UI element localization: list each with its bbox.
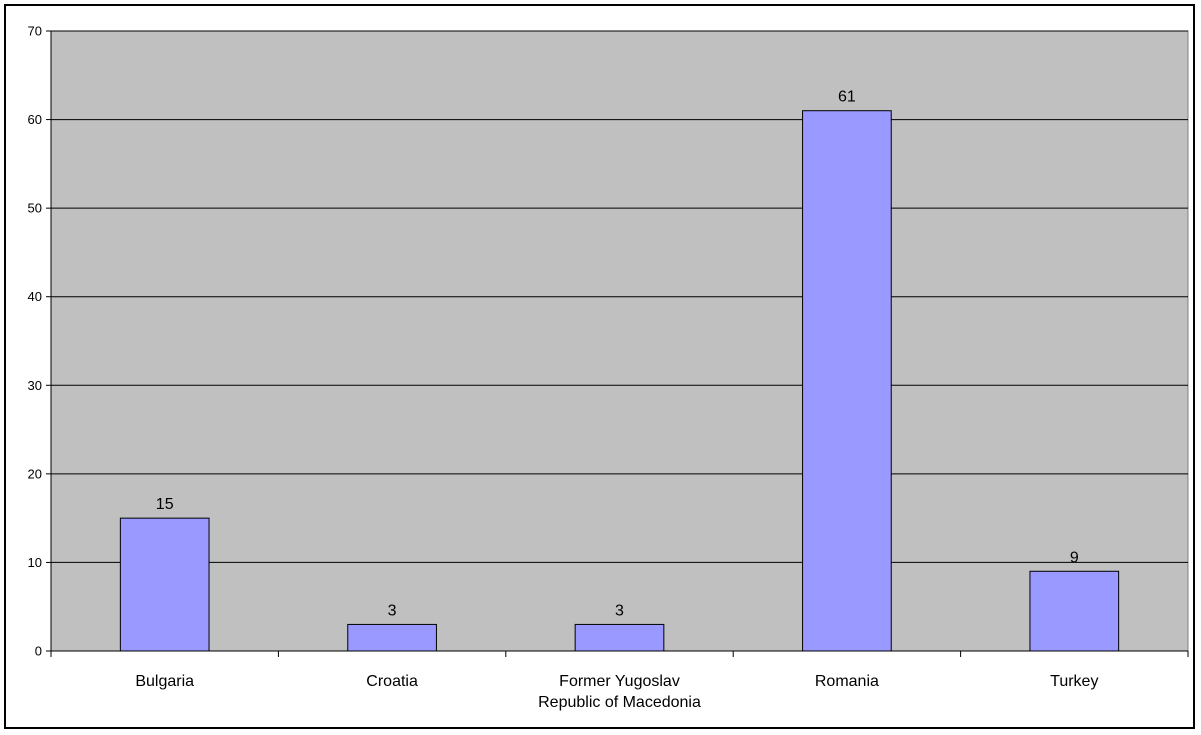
gridlines — [51, 30, 1188, 563]
plot-area — [50, 30, 1189, 652]
y-axis: 0 10 20 30 40 50 60 70 — [28, 24, 52, 659]
data-label: 3 — [615, 602, 624, 619]
bar — [574, 623, 665, 652]
x-tick-label: Republic of Macedonia — [538, 694, 701, 711]
x-tick-label: Croatia — [366, 673, 418, 690]
y-tick-label: 20 — [28, 466, 42, 481]
y-tick-label: 10 — [28, 555, 42, 570]
x-tick-label: Former Yugoslav — [559, 673, 680, 690]
bars — [119, 110, 1120, 652]
y-tick-label: 30 — [28, 378, 42, 393]
data-label: 3 — [388, 602, 397, 619]
x-tick-label: Turkey — [1050, 673, 1098, 690]
data-labels: 15 3 3 61 9 — [156, 89, 1079, 620]
y-tick-label: 50 — [28, 201, 42, 216]
data-label: 15 — [156, 496, 174, 513]
x-tick-label: Romania — [815, 673, 879, 690]
y-tick-label: 40 — [28, 289, 42, 304]
bar — [802, 110, 892, 652]
y-tick-label: 0 — [35, 644, 42, 659]
y-tick-label: 60 — [28, 112, 42, 127]
bar — [347, 623, 437, 652]
bar — [119, 517, 210, 652]
x-axis: Bulgaria Croatia Former Yugoslav Republic o… — [50, 650, 1189, 711]
data-label: 61 — [838, 89, 856, 106]
data-label: 9 — [1070, 549, 1079, 566]
bar — [1029, 570, 1120, 652]
x-tick-label: Bulgaria — [135, 673, 194, 690]
y-tick-label: 70 — [28, 24, 42, 39]
